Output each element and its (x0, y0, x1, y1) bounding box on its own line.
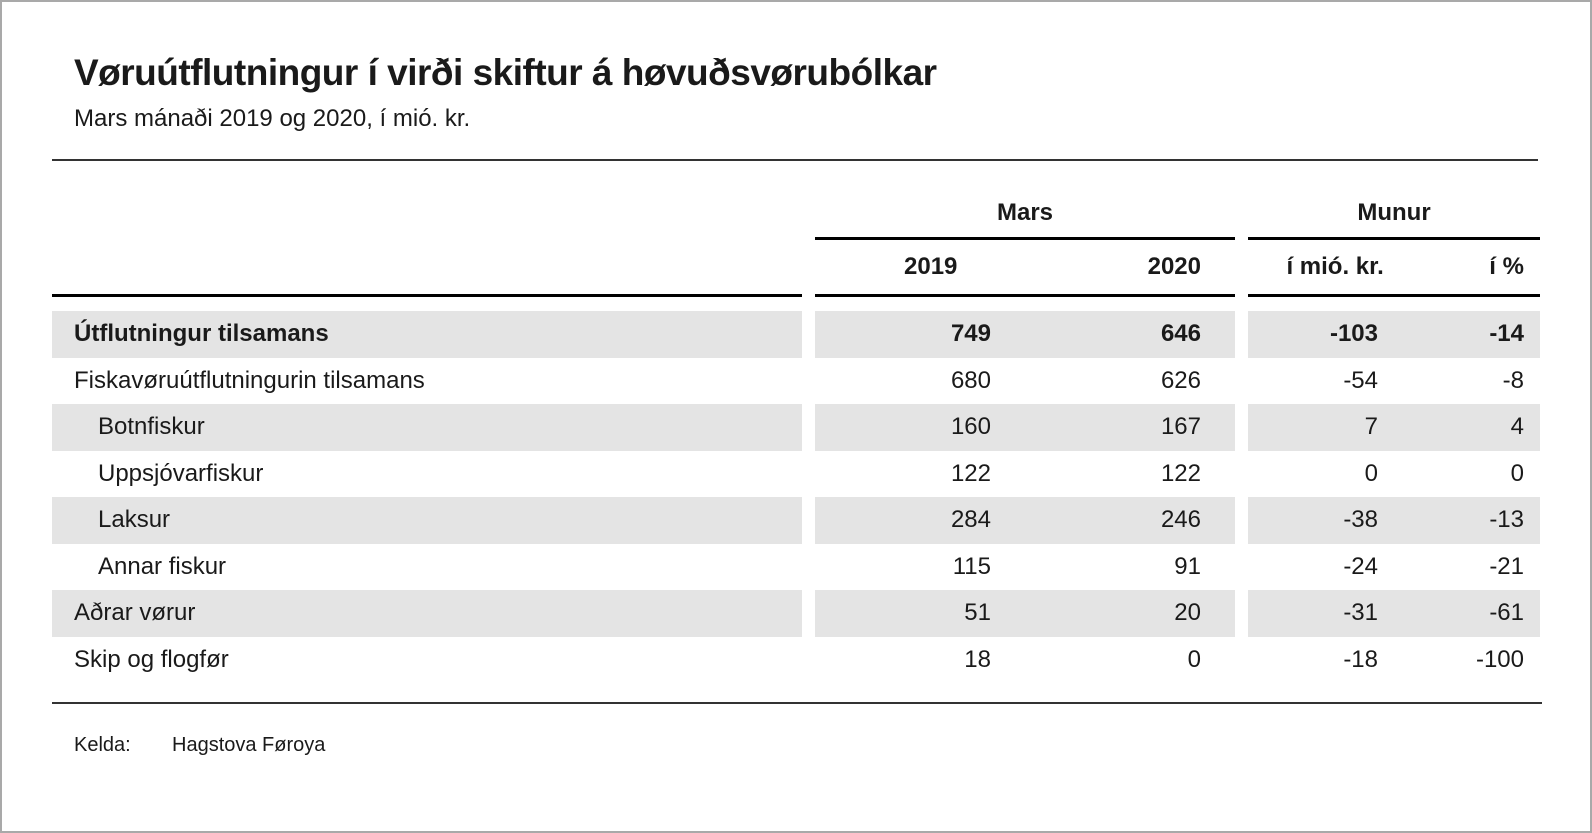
column-headers-mars: 2019 2020 (815, 240, 1235, 297)
source-label: Kelda: (74, 734, 131, 756)
column-gap (1235, 637, 1248, 684)
cell-2019: 122 (950, 459, 991, 487)
table-row: Uppsjóvarfiskur 122 122 0 0 (52, 451, 1540, 498)
table-row: Skip og flogfør 18 0 -18 -100 (52, 637, 1540, 684)
row-label: Fiskavøruútflutningurin tilsamans (74, 366, 425, 394)
column-gap (1235, 451, 1248, 498)
page-subtitle: Mars mánaði 2019 og 2020, í mió. kr. (74, 105, 471, 132)
group-header-mars: Mars (815, 161, 1235, 240)
table-row: Fiskavøruútflutningurin tilsamans 680 62… (52, 358, 1540, 405)
source-value: Hagstova Føroya (172, 734, 326, 756)
cell-diff-kr: 7 (1364, 413, 1378, 441)
column-gap (1235, 544, 1248, 591)
column-gap (802, 311, 815, 358)
cell-2019: 18 (964, 645, 991, 673)
column-gap (802, 451, 815, 498)
export-table: Mars Munur 2019 2020 í (52, 159, 1542, 704)
cell-diff-pct: -100 (1475, 645, 1524, 673)
column-header-row: 2019 2020 í mió. kr. í % (52, 240, 1540, 297)
source-footer: Kelda: Hagstova Føroya (52, 734, 1538, 757)
column-gap (802, 544, 815, 591)
cell-diff-kr: -38 (1343, 506, 1378, 534)
table-body: Útflutningur tilsamans 749 646 -103 -14 (52, 311, 1540, 684)
cell-diff-kr: -31 (1343, 599, 1378, 627)
column-gap (1235, 590, 1248, 637)
cell-diff-pct: 4 (1510, 413, 1524, 441)
cell-2020: 0 (1187, 645, 1201, 673)
column-gap (802, 358, 815, 405)
cell-2019: 51 (964, 599, 991, 627)
column-gap (1235, 358, 1248, 405)
table-row: Annar fiskur 115 91 -24 -21 (52, 544, 1540, 591)
cell-diff-kr: 0 (1364, 459, 1378, 487)
row-label: Botnfiskur (98, 413, 205, 441)
group-header-munur-label: Munur (1357, 199, 1431, 226)
cell-diff-kr: -103 (1329, 320, 1378, 348)
cell-2019: 749 (950, 320, 991, 348)
cell-2020: 122 (1160, 459, 1201, 487)
cell-diff-pct: 0 (1510, 459, 1524, 487)
cell-2019: 160 (950, 413, 991, 441)
column-gap (802, 404, 815, 451)
row-label: Skip og flogfør (74, 645, 229, 673)
group-header-spacer (52, 161, 802, 240)
cell-2020: 626 (1160, 366, 1201, 394)
table-row: Aðrar vørur 51 20 -31 -61 (52, 590, 1540, 637)
page-title: Vøruútflutningur í virði skiftur á høvuð… (74, 52, 937, 93)
cell-2019: 284 (950, 506, 991, 534)
row-label: Útflutningur tilsamans (74, 320, 329, 348)
cell-2020: 91 (1174, 552, 1201, 580)
column-gap (802, 637, 815, 684)
row-label: Uppsjóvarfiskur (98, 459, 264, 487)
column-gap (1235, 161, 1248, 240)
group-header-munur: Munur (1248, 161, 1540, 240)
column-header-spacer (52, 240, 802, 297)
column-gap (1235, 240, 1248, 297)
bottom-rule (52, 702, 1542, 704)
cell-diff-pct: -8 (1502, 366, 1524, 394)
cell-2020: 167 (1160, 413, 1201, 441)
content-area: Vøruútflutningur í virði skiftur á høvuð… (2, 52, 1590, 757)
row-label: Annar fiskur (98, 552, 227, 580)
column-gap (802, 590, 815, 637)
table-row: Útflutningur tilsamans 749 646 -103 -14 (52, 311, 1540, 358)
column-headers-munur: í mió. kr. í % (1248, 240, 1540, 297)
column-gap (1235, 497, 1248, 544)
group-header-mars-label: Mars (996, 199, 1054, 226)
column-header-diff-kr: í mió. kr. (1286, 253, 1384, 280)
column-gap (1235, 311, 1248, 358)
column-gap (1235, 404, 1248, 451)
cell-diff-pct: -21 (1489, 552, 1524, 580)
cell-diff-kr: -18 (1343, 645, 1378, 673)
column-gap (802, 240, 815, 297)
row-label: Aðrar vørur (74, 599, 196, 627)
cell-diff-kr: -24 (1343, 552, 1378, 580)
table-row: Laksur 284 246 -38 -13 (52, 497, 1540, 544)
table-row: Botnfiskur 160 167 7 4 (52, 404, 1540, 451)
cell-2020: 646 (1160, 320, 1201, 348)
cell-2019: 115 (952, 552, 991, 580)
cell-2019: 680 (950, 366, 991, 394)
column-header-diff-pct: í % (1489, 253, 1524, 280)
group-header-row: Mars Munur (52, 161, 1540, 240)
cell-2020: 20 (1174, 599, 1201, 627)
cell-diff-pct: -14 (1489, 320, 1524, 348)
cell-2020: 246 (1160, 506, 1201, 534)
column-gap (802, 161, 815, 240)
table-header: Mars Munur 2019 2020 í (52, 159, 1540, 297)
cell-diff-pct: -61 (1489, 599, 1524, 627)
cell-diff-kr: -54 (1343, 366, 1378, 394)
column-gap (802, 497, 815, 544)
column-header-2020: 2020 (1147, 253, 1201, 280)
row-label: Laksur (98, 506, 171, 534)
column-header-2019: 2019 (904, 253, 958, 280)
cell-diff-pct: -13 (1489, 506, 1524, 534)
